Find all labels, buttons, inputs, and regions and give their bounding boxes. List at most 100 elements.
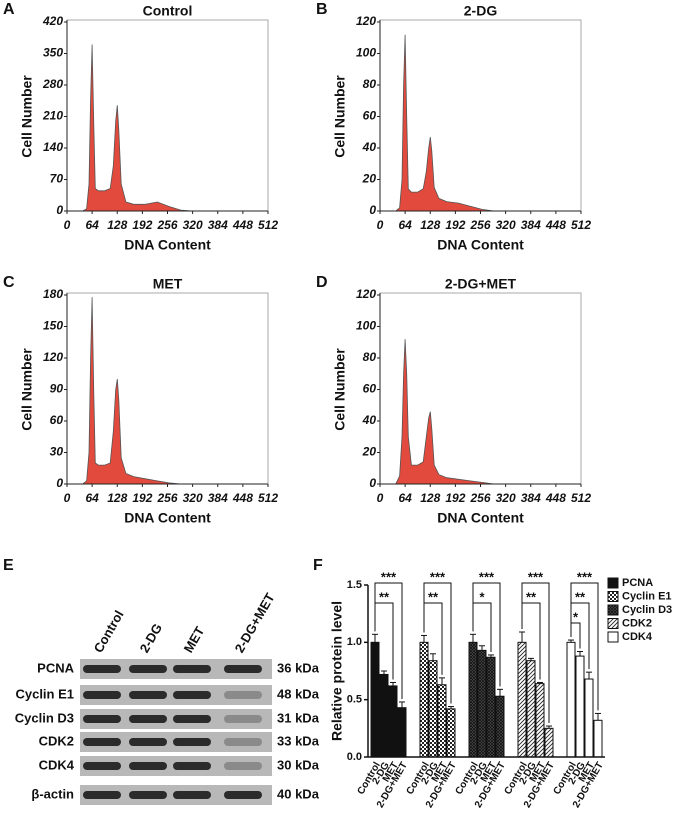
- blot-size-label: 31 kDa: [277, 710, 320, 725]
- chart-title: MET: [153, 276, 183, 292]
- significance-label: ***: [430, 569, 446, 584]
- plot-frame: [66, 292, 269, 485]
- y-tick-label: 0: [56, 476, 63, 490]
- y-axis-label: Cell Number: [332, 75, 348, 158]
- x-tick-label: 384: [208, 491, 228, 505]
- significance-label: **: [379, 589, 390, 604]
- significance-label: *: [573, 609, 579, 624]
- blot-band: [129, 715, 167, 723]
- x-tick-label: 0: [64, 218, 71, 232]
- y-tick-label: 0.5: [347, 694, 362, 706]
- y-tick-label: 280: [42, 77, 63, 91]
- blot-band: [83, 715, 121, 723]
- bar: [477, 649, 487, 758]
- y-tick-label: 60: [363, 109, 377, 123]
- chart-title: 2-DG+MET: [445, 276, 517, 292]
- bar: [566, 641, 576, 758]
- blot-band: [173, 762, 211, 770]
- y-tick-label: 420: [42, 14, 63, 28]
- y-axis-label: Relative protein level: [329, 601, 345, 741]
- x-tick-label: 0: [377, 218, 384, 232]
- x-tick-label: 512: [258, 491, 278, 505]
- bar: [428, 660, 438, 758]
- y-tick-label: 80: [363, 77, 377, 91]
- x-tick-label: 512: [258, 218, 278, 232]
- y-tick-label: 1.0: [347, 636, 362, 648]
- bar: [593, 719, 603, 758]
- blot-band: [224, 715, 262, 723]
- legend-label: CDK2: [622, 617, 652, 629]
- chart-title: 2-DG: [464, 3, 498, 19]
- blot-band: [129, 762, 167, 770]
- y-axis-label: Cell Number: [19, 75, 35, 158]
- x-tick-label: 192: [132, 491, 152, 505]
- bar: [370, 641, 380, 758]
- x-tick-label: 192: [445, 218, 465, 232]
- y-tick-label: 0.0: [347, 751, 362, 763]
- y-tick-label: 350: [43, 46, 63, 60]
- x-tick-label: 384: [208, 218, 228, 232]
- y-tick-label: 0: [56, 203, 63, 217]
- x-tick-label: 0: [64, 491, 71, 505]
- bar: [397, 707, 407, 758]
- x-tick-label: 64: [85, 218, 99, 232]
- blot-column-label: 2-DG+MET: [232, 590, 278, 655]
- blot-size-label: 40 kDa: [277, 786, 320, 801]
- y-tick-label: 80: [363, 350, 377, 364]
- blot-band: [224, 762, 262, 770]
- legend-label: Cyclin E1: [622, 590, 672, 602]
- blot-column-label: 2-DG: [137, 621, 166, 655]
- x-axis-label: DNA Content: [437, 237, 524, 253]
- blot-column-label: Control: [91, 608, 127, 656]
- significance-bracket: [374, 602, 394, 680]
- x-tick-label: 128: [107, 491, 127, 505]
- panel-label: D: [316, 274, 328, 291]
- x-tick-label: 256: [156, 218, 177, 232]
- x-tick-label: 512: [571, 491, 591, 505]
- x-tick-label: 0: [377, 491, 384, 505]
- blot-row-label: β-actin: [31, 786, 74, 801]
- significance-label: ***: [577, 569, 593, 584]
- x-tick-label: 64: [398, 491, 412, 505]
- blot-row-label: Cyclin D3: [15, 710, 74, 725]
- legend-label: Cyclin D3: [622, 604, 672, 616]
- blot-band: [224, 691, 262, 699]
- x-tick-label: 320: [183, 491, 203, 505]
- x-tick-label: 128: [420, 491, 440, 505]
- x-tick-label: 320: [496, 491, 516, 505]
- bar: [584, 678, 594, 758]
- blot-band: [83, 691, 121, 699]
- y-tick-label: 60: [363, 382, 377, 396]
- bar: [544, 727, 554, 758]
- plot-frame: [379, 19, 582, 212]
- significance-label: ***: [479, 569, 495, 584]
- panel-label: A: [3, 1, 15, 18]
- blot-band: [83, 738, 121, 746]
- significance-label: **: [575, 589, 586, 604]
- y-tick-label: 100: [356, 319, 376, 333]
- y-tick-label: 90: [50, 382, 64, 396]
- blot-band: [173, 738, 211, 746]
- y-tick-label: 210: [42, 109, 63, 123]
- x-axis-label: DNA Content: [124, 237, 211, 253]
- y-tick-label: 150: [43, 319, 63, 333]
- y-tick-label: 40: [362, 413, 377, 427]
- legend-label: CDK4: [622, 631, 653, 643]
- x-tick-label: 448: [545, 218, 566, 232]
- bar: [575, 655, 585, 758]
- chart-title: Control: [143, 3, 193, 19]
- x-tick-label: 192: [445, 491, 465, 505]
- x-tick-label: 384: [521, 491, 541, 505]
- bar: [526, 660, 536, 758]
- blot-size-label: 30 kDa: [277, 757, 320, 772]
- plot-frame: [66, 19, 269, 212]
- bar: [495, 695, 505, 758]
- y-tick-label: 120: [43, 350, 63, 364]
- blot-size-label: 33 kDa: [277, 733, 320, 748]
- y-tick-label: 40: [362, 140, 377, 154]
- x-tick-label: 128: [107, 218, 127, 232]
- y-axis-label: Cell Number: [332, 348, 348, 431]
- blot-band: [173, 791, 211, 799]
- x-tick-label: 320: [496, 218, 516, 232]
- significance-bracket: [570, 622, 581, 649]
